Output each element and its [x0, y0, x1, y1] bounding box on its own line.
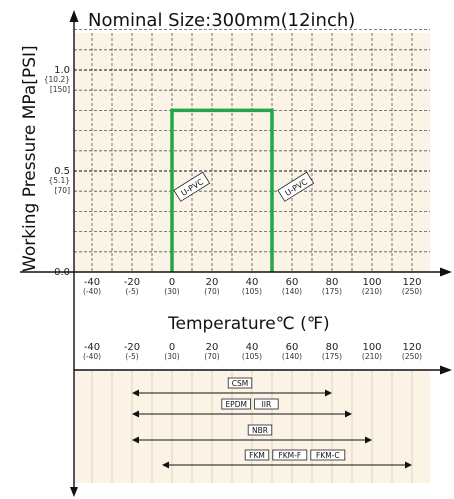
- y-tick-sublabel: {5.1}: [49, 176, 70, 185]
- x-tick-label: -20: [124, 277, 140, 288]
- x-tick-sublabel-lower: (105): [242, 352, 262, 361]
- x-tick-sublabel: (250): [402, 287, 422, 296]
- x-tick-sublabel-lower: (70): [204, 352, 219, 361]
- y-tick-sublabel: {10.2}: [44, 75, 70, 84]
- y-tick-label: 0.5: [54, 166, 70, 177]
- upper-plot-area: U-PVC U-PVC: [74, 29, 430, 272]
- y-axis-arrow-down: [70, 487, 78, 497]
- x-tick-sublabel-lower: (140): [282, 352, 302, 361]
- x-tick-label-lower: 80: [326, 342, 339, 353]
- seal-label-box: [247, 424, 273, 436]
- x-tick-label: 80: [326, 277, 339, 288]
- seal-label-text: FKM-F: [278, 451, 301, 460]
- y-tick-sublabel: [150]: [50, 85, 70, 94]
- seal-label-text: EPDM: [225, 400, 247, 409]
- seal-label-box: [254, 398, 279, 410]
- x-tick-sublabel-lower: (250): [402, 352, 422, 361]
- y-axis-arrow-up: [69, 10, 79, 22]
- x-tick-sublabel: (140): [282, 287, 302, 296]
- seal-label-box: [244, 449, 270, 461]
- seal-label-text: NBR: [252, 426, 268, 435]
- range-arrow-head-right: [365, 436, 372, 444]
- series-line-0: [170, 108, 274, 272]
- plot-background: [74, 33, 430, 272]
- seal-label-box: [272, 449, 308, 461]
- x-tick-label-lower: -20: [124, 342, 140, 353]
- x-tick-sublabel: (-5): [125, 287, 138, 296]
- x-tick-label: 0: [169, 277, 175, 288]
- range-arrow-head-left: [132, 389, 139, 397]
- seal-label-text: CSM: [232, 379, 248, 388]
- seal-material-range-panel: CSM EPDM IIR NBR FKM FKM-F FKM-C: [74, 370, 430, 483]
- x-tick-label: 120: [402, 277, 421, 288]
- x-tick-label-lower: 120: [402, 342, 421, 353]
- y-axis-label: Working Pressure MPa[PSI]: [20, 45, 40, 272]
- x-tick-sublabel-lower: (175): [322, 352, 342, 361]
- y-tick-label: 1.0: [54, 65, 70, 76]
- x-tick-label-lower: 0: [169, 342, 175, 353]
- x-tick-label: -40: [84, 277, 100, 288]
- seal-label-text: IIR: [262, 400, 272, 409]
- range-arrow-head-left: [162, 461, 169, 469]
- seal-label-text: FKM: [249, 451, 265, 460]
- seal-label-text: FKM-C: [316, 451, 340, 460]
- range-arrow-head-right: [345, 410, 352, 418]
- series-label-box: [173, 171, 211, 202]
- axes: 0.00.5{5.1}[70]1.0{10.2}[150]-40(-40)-20…: [20, 10, 452, 497]
- range-arrow-head-left: [132, 410, 139, 418]
- chart-title: Nominal Size:300mm(12inch): [88, 10, 355, 31]
- x-tick-sublabel-lower: (30): [164, 352, 179, 361]
- x-tick-label-lower: 40: [246, 342, 259, 353]
- x-tick-label: 100: [362, 277, 381, 288]
- x-tick-sublabel-lower: (210): [362, 352, 382, 361]
- x-tick-sublabel: (175): [322, 287, 342, 296]
- x-tick-sublabel: (210): [362, 287, 382, 296]
- x-tick-label-lower: 60: [286, 342, 299, 353]
- x-axis-arrow-lower: [440, 365, 452, 375]
- x-tick-sublabel: (105): [242, 287, 262, 296]
- series-label-box: [277, 171, 315, 202]
- range-arrow-head-right: [325, 389, 332, 397]
- x-tick-label: 20: [206, 277, 219, 288]
- x-tick-label: 60: [286, 277, 299, 288]
- x-tick-label-lower: 20: [206, 342, 219, 353]
- x-axis-arrow: [440, 267, 452, 277]
- x-tick-sublabel: (-40): [83, 287, 101, 296]
- range-arrow-head-left: [132, 436, 139, 444]
- range-arrow-head-right: [405, 461, 412, 469]
- x-tick-label-lower: -40: [84, 342, 100, 353]
- x-tick-sublabel: (70): [204, 287, 219, 296]
- seal-label-box: [310, 449, 346, 461]
- x-tick-sublabel-lower: (-40): [83, 352, 101, 361]
- x-tick-sublabel-lower: (-5): [125, 352, 138, 361]
- x-tick-sublabel: (30): [164, 287, 179, 296]
- seal-label-box: [227, 377, 253, 389]
- y-tick-sublabel: [70]: [55, 186, 70, 195]
- x-axis-label: Temperature℃ (℉): [167, 314, 330, 334]
- seal-label-box: [221, 398, 252, 410]
- x-tick-label-lower: 100: [362, 342, 381, 353]
- x-tick-label: 40: [246, 277, 259, 288]
